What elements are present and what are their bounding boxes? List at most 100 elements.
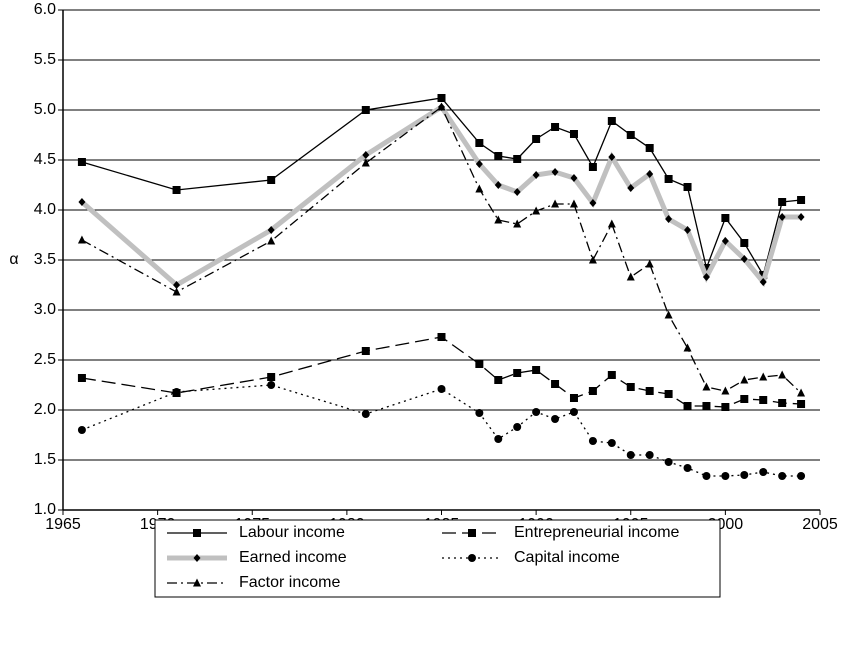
marker [532,408,541,416]
marker [513,369,522,377]
marker [702,382,711,391]
marker [77,235,86,244]
marker [551,123,560,131]
marker [797,196,806,204]
legend-box [154,519,721,598]
marker [77,158,86,166]
marker [683,402,692,410]
marker [494,376,503,384]
marker [740,395,749,403]
marker [267,381,276,389]
marker [532,171,540,179]
marker [570,174,578,182]
marker [778,399,787,407]
marker [607,439,616,447]
marker [551,380,560,388]
marker [797,388,806,397]
marker [588,387,597,395]
y-tick-label: 3.0 [34,301,56,318]
marker [759,278,767,286]
series-line [81,336,802,408]
marker [683,183,692,191]
marker [626,383,635,391]
marker [77,374,86,382]
marker [759,396,768,404]
x-tick-label: 1965 [45,516,81,533]
marker [78,198,86,206]
y-tick-label: 2.5 [34,351,56,368]
marker [721,472,730,480]
marker [740,375,749,384]
marker [569,130,578,138]
marker [588,437,597,445]
y-tick-label: 1.0 [34,501,56,518]
marker [361,158,370,167]
series-line [81,384,802,477]
marker [475,160,483,168]
marker [569,199,578,208]
y-tick-label: 6.0 [34,1,56,18]
marker [721,403,730,411]
marker [797,400,806,408]
x-tick-label: 2005 [802,516,838,533]
marker [608,153,616,161]
marker [551,415,560,423]
marker [437,94,446,102]
marker [361,106,370,114]
marker [532,206,541,215]
marker [702,472,711,480]
marker [740,239,749,247]
legend-label: Entrepreneurial income [514,524,680,541]
marker [513,155,522,163]
marker [551,199,560,208]
marker [684,226,692,234]
marker [589,199,597,207]
marker [759,372,768,381]
marker [193,554,201,562]
marker [475,184,484,193]
marker [468,554,476,562]
marker [607,117,616,125]
marker [551,168,559,176]
marker [494,435,503,443]
marker [475,139,484,147]
marker [193,578,201,587]
marker [569,408,578,416]
marker [645,451,654,459]
marker [513,188,521,196]
marker [532,135,541,143]
marker [664,175,673,183]
marker [778,472,787,480]
marker [721,214,730,222]
marker [702,264,711,272]
marker [664,458,673,466]
marker [267,176,276,184]
marker [362,151,370,159]
marker [646,170,654,178]
marker [740,255,748,263]
y-tick-label: 5.5 [34,51,56,68]
marker [778,198,787,206]
marker [721,386,730,395]
marker [361,347,370,355]
marker [437,102,446,111]
marker [193,529,201,537]
marker [797,472,806,480]
series-line [81,106,802,394]
marker [468,529,476,537]
marker [172,186,181,194]
marker [494,215,503,224]
marker [778,213,786,221]
marker [267,236,276,245]
marker [437,333,446,341]
legend-label: Earned income [239,549,347,566]
marker [778,370,787,379]
marker [607,371,616,379]
marker [626,131,635,139]
marker [267,373,276,381]
marker [664,390,673,398]
marker [627,184,635,192]
marker [626,451,635,459]
marker [702,402,711,410]
series-line [80,103,802,289]
